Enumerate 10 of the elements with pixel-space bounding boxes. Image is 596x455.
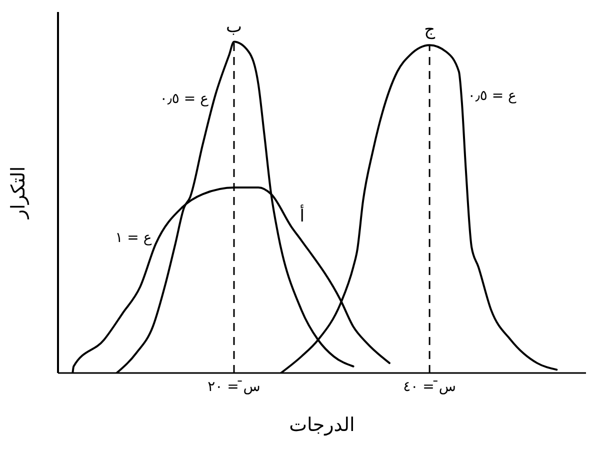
x-tick-label: س̄ = ٢٠: [208, 378, 260, 395]
annotation: ع = ٠٫٥: [468, 88, 518, 104]
series-label: ج: [424, 20, 436, 40]
x-axis-title: الدرجات: [289, 414, 355, 436]
annotation: ع = ١: [115, 230, 152, 246]
annotation: ع = ٠٫٥: [160, 91, 210, 108]
series-label: ب: [226, 16, 242, 37]
y-axis-title: التكرار: [8, 166, 30, 220]
x-tick-label: س̄ = ٤٠: [403, 378, 456, 395]
series-label: أ: [300, 204, 304, 226]
